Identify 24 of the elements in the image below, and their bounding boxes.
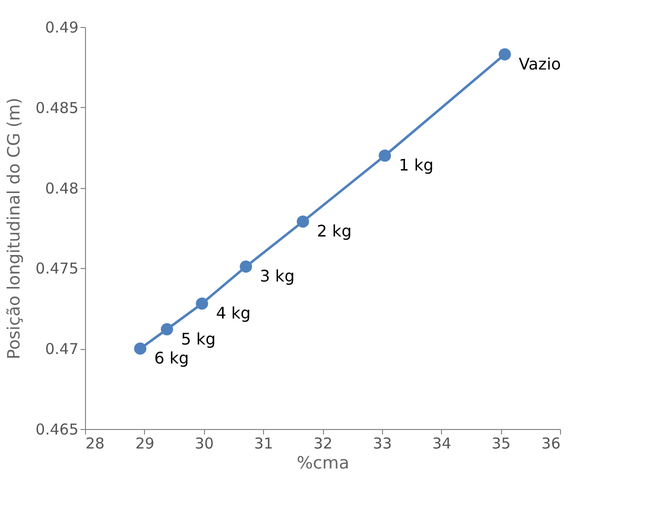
annotation: 3 kg	[260, 266, 295, 286]
x-tick-label: 34	[432, 434, 452, 452]
x-axis-title: %cma	[296, 454, 350, 474]
annotation: 4 kg	[216, 304, 251, 323]
x-tick-label: 35	[492, 434, 511, 452]
annotation: 2 kg	[316, 222, 352, 241]
x-tick-label: 28	[86, 434, 105, 452]
y-tick-label: 0.48	[45, 179, 78, 198]
annotation: 5 kg	[180, 329, 216, 348]
y-tick-label: 0.465	[36, 420, 78, 438]
x-tick-label: 30	[194, 434, 214, 452]
y-tick-label: 0.475	[36, 260, 78, 278]
x-tick-label: 33	[372, 434, 392, 452]
annotation: Vazio	[518, 54, 561, 74]
y-tick-label: 0.47	[45, 340, 78, 358]
x-tick-label: 31	[254, 434, 274, 452]
y-tick-label: 0.485	[36, 98, 78, 117]
annotation: 6 kg	[154, 348, 189, 368]
annotation: 1 kg	[398, 156, 434, 175]
x-tick-label: 29	[135, 434, 154, 452]
y-tick-label: 0.49	[45, 18, 78, 36]
x-tick-label: 32	[313, 434, 333, 452]
x-tick-label: 36	[541, 434, 560, 452]
y-axis-title: Posição longitudinal do CG (m)	[4, 98, 25, 360]
